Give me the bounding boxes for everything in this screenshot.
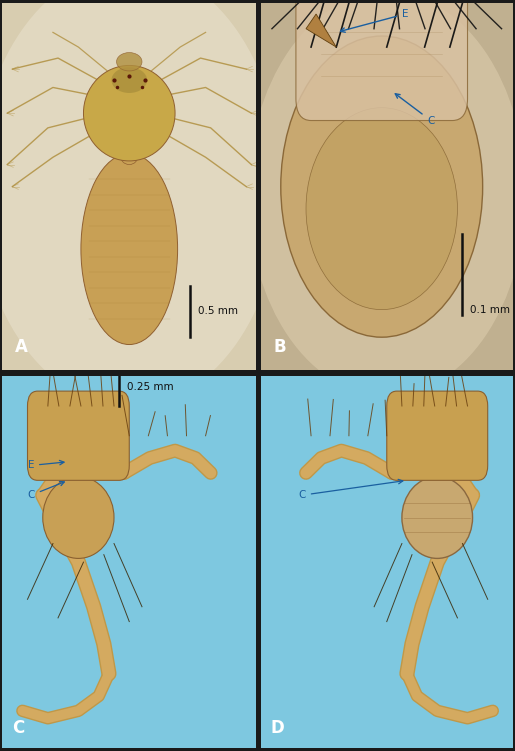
Ellipse shape: [83, 65, 175, 161]
Ellipse shape: [81, 153, 178, 345]
Ellipse shape: [116, 53, 142, 71]
Text: 0.25 mm: 0.25 mm: [127, 382, 174, 393]
FancyBboxPatch shape: [387, 391, 488, 481]
Text: E: E: [340, 9, 408, 32]
Ellipse shape: [402, 477, 473, 559]
Text: B: B: [273, 337, 286, 355]
Ellipse shape: [248, 0, 515, 396]
Text: D: D: [271, 719, 284, 737]
Ellipse shape: [281, 36, 483, 337]
Ellipse shape: [0, 0, 282, 407]
Text: 0.5 mm: 0.5 mm: [198, 306, 238, 316]
Text: 0.1 mm: 0.1 mm: [470, 305, 510, 315]
FancyBboxPatch shape: [27, 391, 129, 481]
Text: A: A: [15, 337, 28, 355]
Text: C: C: [299, 479, 403, 500]
Text: E: E: [27, 460, 64, 470]
Text: C: C: [12, 719, 25, 737]
FancyBboxPatch shape: [296, 0, 468, 120]
Ellipse shape: [43, 477, 114, 559]
Ellipse shape: [306, 107, 457, 309]
Text: C: C: [396, 94, 435, 125]
Ellipse shape: [111, 68, 147, 93]
Text: C: C: [27, 481, 64, 500]
Ellipse shape: [121, 146, 138, 164]
Polygon shape: [306, 14, 336, 47]
